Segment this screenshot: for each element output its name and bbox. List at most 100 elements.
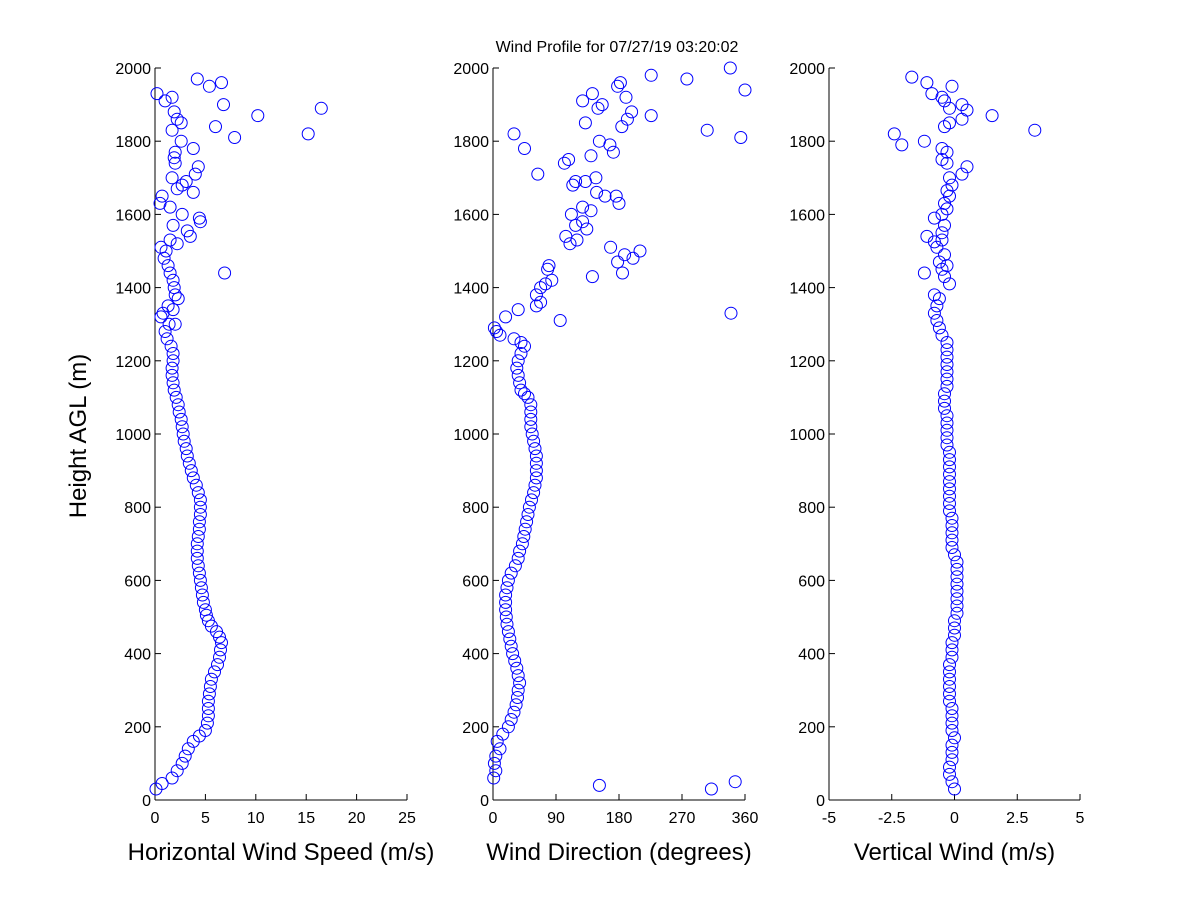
data-point [186, 471, 200, 485]
data-point [950, 570, 964, 584]
data-point [524, 405, 538, 419]
data-point [618, 248, 632, 262]
data-point [193, 508, 207, 521]
data-point [203, 680, 217, 693]
data-point [517, 530, 531, 543]
data-point [945, 702, 959, 715]
data-point [935, 153, 949, 166]
data-point [503, 632, 517, 646]
data-point [940, 156, 954, 170]
data-point [935, 226, 949, 240]
data-point [528, 478, 542, 492]
data-point [938, 394, 951, 408]
data-point [211, 658, 224, 672]
data-point [584, 204, 598, 218]
data-point [545, 273, 559, 287]
data-point [162, 317, 176, 331]
data-point [181, 742, 195, 756]
data-point [518, 142, 531, 155]
data-point [522, 500, 536, 514]
data-point [179, 442, 193, 456]
data-point [940, 350, 954, 364]
data-point [950, 562, 964, 576]
data-point [943, 497, 956, 510]
data-point [943, 504, 956, 518]
data-point [945, 724, 959, 737]
data-point [576, 215, 590, 229]
data-point [171, 398, 185, 412]
data-point [619, 90, 633, 104]
data-point [950, 555, 964, 569]
data-point [920, 229, 934, 243]
data-point [945, 511, 959, 525]
data-point [553, 314, 567, 327]
data-point [192, 515, 206, 529]
data-point [214, 643, 227, 657]
data-point [510, 361, 524, 375]
data-point [529, 299, 543, 313]
data-point [950, 606, 964, 620]
data-point [166, 218, 180, 232]
data-point [192, 522, 206, 536]
data-point [927, 211, 941, 225]
data-point [198, 724, 212, 737]
data-point [178, 749, 192, 763]
data-point [943, 475, 956, 489]
data-point [499, 310, 513, 324]
data-point [501, 720, 515, 734]
data-point [534, 295, 548, 309]
data-point [945, 753, 959, 767]
y-tick-label: 2000 [453, 61, 489, 78]
data-point [170, 237, 184, 251]
x-tick-label: 90 [547, 810, 565, 827]
data-point [943, 687, 956, 701]
data-point [590, 185, 604, 199]
data-point [202, 687, 216, 701]
data-point [524, 420, 538, 434]
data-point [940, 423, 954, 437]
data-point [562, 153, 576, 166]
data-point [513, 376, 527, 390]
data-point [542, 259, 556, 273]
x-tick-label: 0 [950, 810, 959, 827]
data-point [506, 647, 520, 661]
data-point [168, 145, 182, 159]
data-point [194, 581, 208, 595]
data-point [166, 347, 180, 360]
data-point [917, 266, 931, 280]
data-point [160, 332, 174, 346]
data-point [527, 486, 541, 500]
data-point [155, 777, 169, 790]
data-point [176, 427, 190, 441]
data-point [633, 244, 647, 258]
data-point [943, 101, 956, 115]
data-point [529, 464, 543, 478]
y-tick-label: 800 [124, 500, 151, 517]
y-tick-label: 400 [798, 647, 825, 664]
data-point [935, 328, 949, 342]
data-point [174, 412, 188, 426]
data-point [165, 90, 179, 104]
data-point [938, 94, 951, 108]
data-point [943, 453, 956, 467]
y-tick-label: 400 [462, 647, 489, 664]
y-tick-label: 800 [798, 500, 825, 517]
data-point [604, 240, 618, 254]
data-point [529, 471, 543, 485]
y-tick-label: 200 [124, 720, 151, 737]
data-point [508, 559, 522, 573]
data-point [163, 266, 177, 280]
data-point [163, 233, 177, 247]
data-point [955, 167, 969, 181]
data-point [174, 116, 188, 130]
data-point [943, 760, 956, 774]
data-point [529, 449, 543, 463]
data-point [209, 120, 222, 134]
data-point [940, 259, 954, 273]
data-point [518, 387, 531, 401]
data-point [566, 178, 580, 192]
data-point [945, 178, 959, 192]
data-point [625, 105, 639, 119]
data-point [196, 595, 210, 609]
